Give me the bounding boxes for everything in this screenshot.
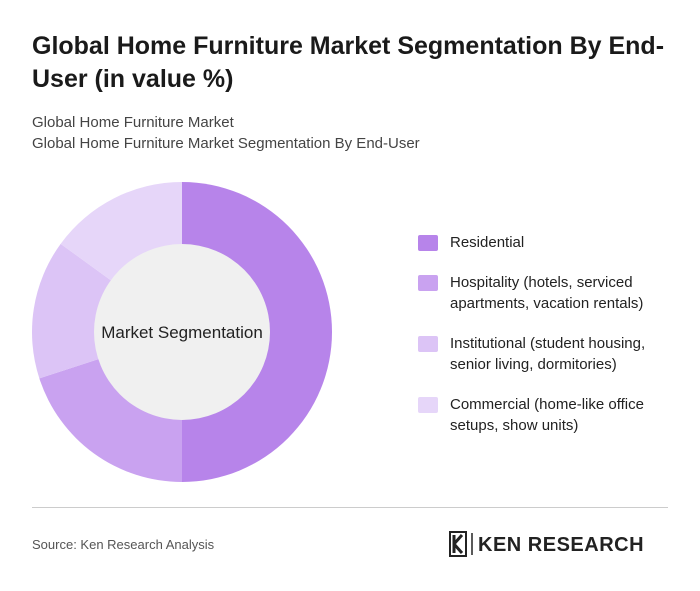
logo: KEN RESEARCH	[449, 531, 644, 557]
legend-label: Residential	[450, 234, 525, 251]
legend-swatch	[418, 336, 438, 352]
legend: Residential Hospitality (hotels, serviced…	[418, 232, 678, 455]
donut-chart: Market Segmentation	[32, 182, 332, 482]
legend-item: Commercial (home-like office setups, sho…	[418, 394, 678, 436]
legend-swatch	[418, 275, 438, 291]
donut-hole	[94, 244, 270, 420]
legend-swatch	[418, 397, 438, 413]
legend-item: Hospitality (hotels, serviced apartments…	[418, 272, 678, 314]
logo-text: KEN RESEARCH	[478, 534, 644, 556]
legend-item: Institutional (student housing, senior l…	[418, 333, 678, 375]
legend-item: Residential	[418, 232, 678, 253]
chart-title: Global Home Furniture Market Segmentatio…	[32, 32, 665, 93]
legend-label: Institutional (student housing, senior l…	[450, 335, 646, 373]
subtitle: Global Home Furniture Market	[32, 114, 234, 131]
subtitle: Global Home Furniture Market Segmentatio…	[32, 135, 420, 152]
legend-label: Commercial (home-like office setups, sho…	[450, 396, 644, 434]
legend-label: Hospitality (hotels, serviced apartments…	[450, 274, 644, 312]
divider	[32, 507, 668, 508]
source: Source: Ken Research Analysis	[32, 537, 215, 552]
center-label: Market Segmentation	[101, 323, 263, 342]
legend-swatch	[418, 235, 438, 251]
